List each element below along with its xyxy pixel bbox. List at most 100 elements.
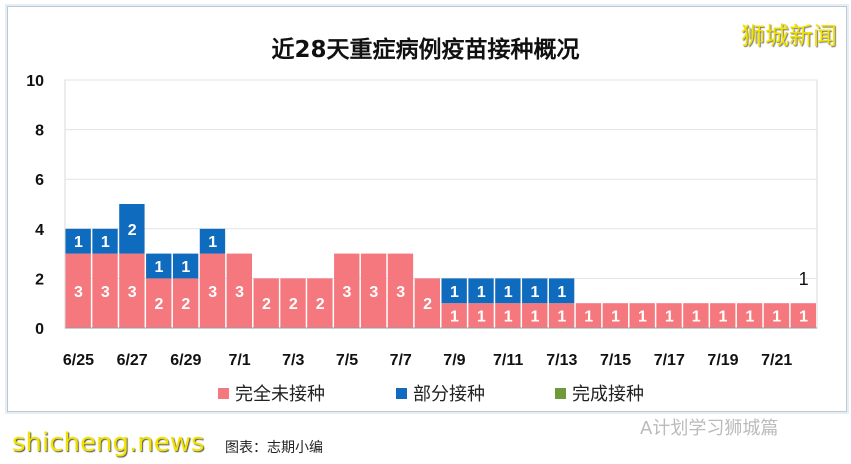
data-label: 3 — [128, 284, 137, 301]
data-label: 1 — [477, 309, 486, 326]
legend-label: 部分接种 — [413, 384, 485, 405]
bar-0 — [360, 253, 387, 328]
bar-1 — [199, 228, 226, 254]
bar-1 — [119, 204, 145, 254]
data-label: 2 — [128, 222, 137, 239]
data-label: 1 — [745, 309, 754, 326]
data-label: 1 — [772, 309, 781, 326]
bar-0 — [683, 303, 709, 328]
bar-1 — [172, 253, 199, 279]
data-label: 3 — [396, 284, 405, 301]
bar-0 — [629, 303, 655, 328]
data-label: 1 — [799, 309, 808, 326]
bar-0 — [522, 303, 548, 328]
data-label: 1 — [611, 309, 620, 326]
legend-item-full: 完成接种 — [555, 380, 644, 406]
data-label: 1 — [531, 284, 540, 301]
x-tick-label: 7/11 — [493, 352, 523, 369]
bar-0 — [763, 303, 790, 328]
bar-0 — [790, 303, 816, 328]
legend-swatch — [218, 387, 229, 399]
legend-item-unvaccinated: 完全未接种 — [218, 380, 325, 406]
bar-1 — [522, 278, 548, 304]
chart-title: 近28天重症病例疫苗接种概况 — [271, 37, 580, 63]
bar-1 — [146, 253, 172, 279]
data-label: 3 — [369, 284, 378, 301]
data-label: 1 — [719, 309, 728, 326]
bar-1 — [92, 228, 118, 254]
x-tick-label: 6/27 — [117, 352, 148, 369]
bar-0 — [414, 278, 440, 328]
wechat-source: A计划学习狮城篇 — [640, 418, 779, 439]
bar-0 — [226, 253, 252, 328]
data-label: 1 — [450, 309, 459, 326]
y-tick-label: 2 — [35, 271, 44, 288]
data-label: 1 — [504, 309, 513, 326]
bar-0 — [92, 253, 118, 328]
bar-0 — [548, 303, 575, 328]
x-tick-label: 6/29 — [170, 352, 201, 369]
annotation: 1 — [799, 269, 809, 289]
y-tick-label: 10 — [26, 73, 44, 90]
bar-0 — [441, 303, 467, 328]
x-tick-label: 6/25 — [63, 352, 94, 369]
legend-label: 完全未接种 — [235, 384, 325, 405]
data-label: 1 — [208, 234, 217, 251]
bar-1 — [548, 278, 575, 304]
data-label: 1 — [692, 309, 701, 326]
x-tick-label: 7/7 — [390, 352, 412, 369]
data-label: 3 — [208, 284, 217, 301]
x-tick-label: 7/5 — [336, 352, 358, 369]
legend-item-partial: 部分接种 — [396, 380, 485, 406]
brand-logo: 狮城新闻 — [741, 22, 837, 50]
x-tick-label: 7/17 — [654, 352, 685, 369]
x-tick-label: 7/1 — [228, 352, 250, 369]
data-label: 1 — [181, 259, 190, 276]
data-label: 1 — [504, 284, 513, 301]
x-tick-label: 7/19 — [707, 352, 738, 369]
data-label: 1 — [74, 234, 83, 251]
y-tick-label: 4 — [35, 222, 44, 239]
x-tick-label: 7/9 — [443, 352, 465, 369]
data-label: 1 — [531, 309, 540, 326]
data-label: 1 — [557, 284, 566, 301]
data-label: 1 — [155, 259, 164, 276]
bar-0 — [710, 303, 736, 328]
bar-0 — [575, 303, 602, 328]
x-tick-label: 7/21 — [761, 352, 792, 369]
data-label: 1 — [101, 234, 110, 251]
bar-0 — [65, 253, 91, 328]
data-label: 2 — [423, 296, 432, 313]
legend-swatch — [396, 387, 407, 399]
data-label: 1 — [557, 309, 566, 326]
x-tick-label: 7/3 — [282, 352, 304, 369]
bar-0 — [307, 278, 333, 328]
data-label: 1 — [450, 284, 459, 301]
data-label: 3 — [101, 284, 110, 301]
data-label: 2 — [289, 296, 298, 313]
bar-0 — [468, 303, 494, 328]
chart-frame — [7, 6, 847, 412]
data-label: 3 — [235, 284, 244, 301]
data-label: 1 — [477, 284, 486, 301]
x-tick-label: 7/13 — [546, 352, 577, 369]
y-tick-label: 0 — [35, 321, 44, 338]
caption: 图表：志期小编 — [225, 440, 323, 456]
data-label: 3 — [74, 284, 83, 301]
data-label: 2 — [262, 296, 271, 313]
data-label: 3 — [343, 284, 352, 301]
bar-0 — [602, 303, 628, 328]
bar-1 — [65, 228, 91, 254]
bar-0 — [172, 278, 199, 328]
watermark: shicheng.news — [12, 428, 205, 458]
data-label: 1 — [584, 309, 593, 326]
bar-1 — [495, 278, 521, 304]
legend-label: 完成接种 — [572, 384, 644, 405]
y-tick-label: 6 — [35, 172, 44, 189]
data-label: 1 — [638, 309, 647, 326]
bar-1 — [468, 278, 494, 304]
legend-swatch — [555, 387, 566, 399]
bar-0 — [736, 303, 763, 328]
data-label: 1 — [665, 309, 674, 326]
